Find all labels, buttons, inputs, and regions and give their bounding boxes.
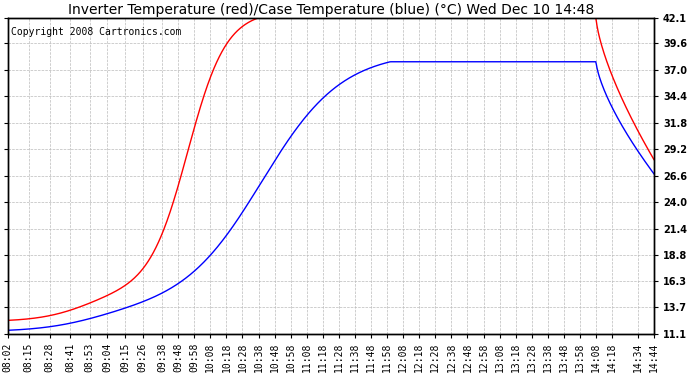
Title: Inverter Temperature (red)/Case Temperature (blue) (°C) Wed Dec 10 14:48: Inverter Temperature (red)/Case Temperat… (68, 3, 594, 17)
Text: Copyright 2008 Cartronics.com: Copyright 2008 Cartronics.com (11, 27, 181, 38)
